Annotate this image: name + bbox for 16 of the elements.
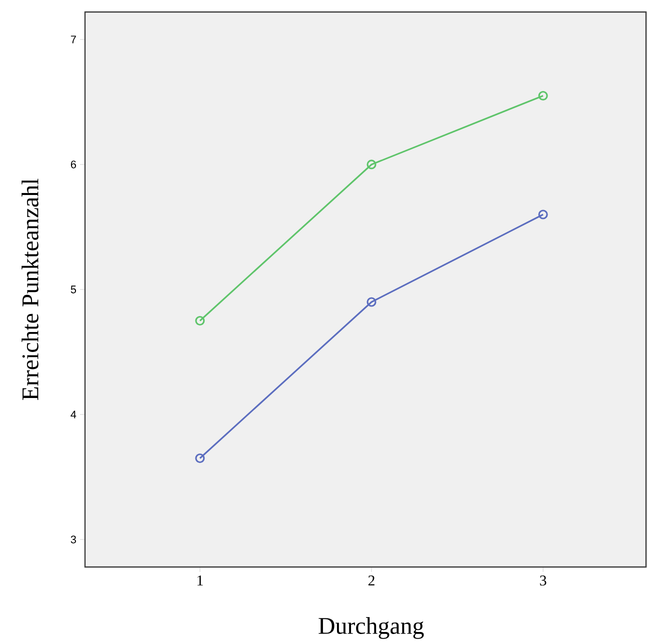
y-tick-label: 5 (70, 286, 76, 294)
x-tick-label: 3 (540, 575, 546, 586)
point (538, 210, 548, 220)
point (366, 297, 376, 307)
y-tick-label: 3 (70, 536, 76, 544)
point (195, 453, 205, 463)
x-axis-title: Durchgang (318, 617, 424, 639)
y-tick-label: 6 (70, 160, 76, 168)
x-tick-label: 2 (368, 575, 374, 586)
point (366, 160, 376, 170)
y-axis-title: Erreichte Punkteanzahl (22, 178, 38, 400)
y-tick-label: 7 (70, 36, 76, 44)
point (538, 90, 548, 100)
x-tick-label: 1 (198, 575, 203, 586)
point (195, 316, 205, 326)
y-tick-label: 4 (70, 410, 76, 418)
